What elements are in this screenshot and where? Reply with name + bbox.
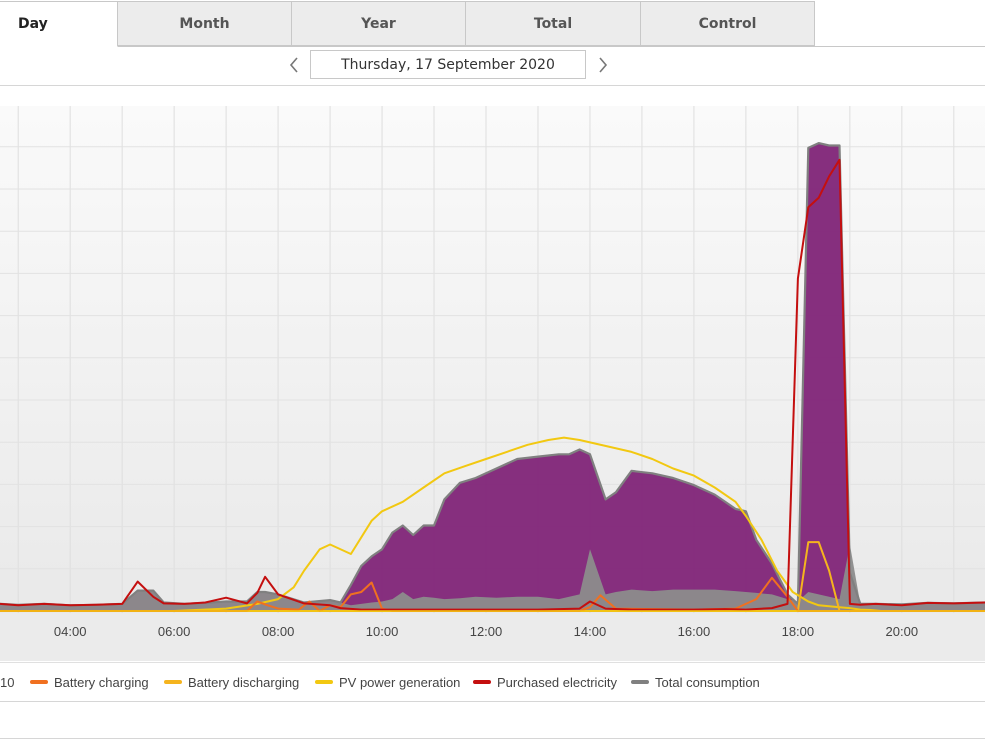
x-tick-label: 06:00 [158, 624, 191, 639]
legend-label: Battery charging [54, 674, 149, 690]
legend-label: 10 [0, 674, 15, 690]
x-axis-ticks: 04:00 06:00 08:00 10:00 12:00 14:00 16:00 18:00… [54, 624, 918, 639]
date-label: Thursday, 17 September 2020 [341, 56, 555, 73]
legend-swatch [30, 680, 48, 684]
tab-control[interactable]: Control [640, 1, 815, 46]
x-tick-label: 10:00 [366, 624, 399, 639]
chart-legend: 10 Battery charging Battery discharging … [0, 662, 985, 702]
x-axis-band [0, 613, 985, 661]
area-gray [0, 544, 985, 611]
chevron-left-icon[interactable] [284, 55, 304, 75]
area-total [0, 143, 985, 611]
legend-label: Total consumption [655, 674, 760, 690]
legend-swatch [315, 680, 333, 684]
legend-label: Purchased electricity [497, 674, 617, 690]
chart-svg: 04:00 06:00 08:00 10:00 12:00 14:00 16:00 18:00… [0, 106, 985, 661]
legend-item-purchased-electricity[interactable]: Purchased electricity [473, 672, 617, 692]
energy-chart: 04:00 06:00 08:00 10:00 12:00 14:00 16:00 18:00… [0, 86, 985, 661]
area-layer [0, 143, 985, 611]
tab-bar: Day Month Year Total Control [0, 0, 985, 47]
x-tick-label: 20:00 [886, 624, 919, 639]
tab-year[interactable]: Year [291, 1, 466, 46]
legend-item-battery-charging[interactable]: Battery charging [30, 672, 149, 692]
legend-item-total-consumption[interactable]: Total consumption [631, 672, 760, 692]
tab-bar-baseline [0, 46, 985, 47]
series-line-battery-charging [0, 576, 985, 612]
legend-swatch [473, 680, 491, 684]
x-tick-label: 14:00 [574, 624, 607, 639]
date-navigation: Thursday, 17 September 2020 [0, 47, 985, 86]
series-line-pv-power-generation [0, 436, 985, 612]
legend-label: PV power generation [339, 674, 461, 690]
tab-total[interactable]: Total [465, 1, 641, 46]
date-display[interactable]: Thursday, 17 September 2020 [310, 50, 586, 79]
legend-swatch [164, 680, 182, 684]
line-layer [0, 141, 985, 612]
legend-item-battery-discharging[interactable]: Battery discharging [164, 672, 299, 692]
series-line-purchased-electricity [0, 158, 985, 611]
legend-item-pv-generation[interactable]: PV power generation [315, 672, 460, 692]
x-tick-label: 16:00 [678, 624, 711, 639]
chevron-right-icon[interactable] [593, 55, 613, 75]
x-tick-label: 18:00 [782, 624, 815, 639]
legend-swatch [631, 680, 649, 684]
x-tick-label: 08:00 [262, 624, 295, 639]
legend-item-cut[interactable]: 10 [0, 672, 14, 692]
legend-label: Battery discharging [188, 674, 300, 690]
x-tick-label: 04:00 [54, 624, 87, 639]
tab-day[interactable]: Day [0, 1, 118, 47]
tab-month[interactable]: Month [117, 1, 292, 46]
x-tick-label: 12:00 [470, 624, 503, 639]
